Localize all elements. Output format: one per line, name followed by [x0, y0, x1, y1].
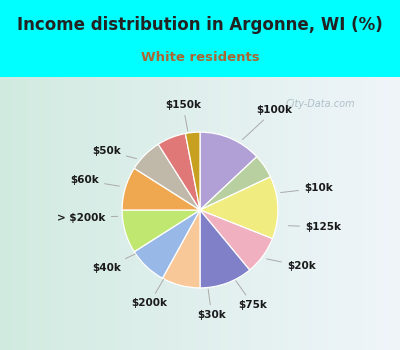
- Text: > $200k: > $200k: [58, 213, 118, 223]
- Text: $200k: $200k: [131, 279, 167, 308]
- Wedge shape: [200, 132, 257, 210]
- Text: $60k: $60k: [70, 175, 119, 186]
- Wedge shape: [162, 210, 200, 288]
- Wedge shape: [158, 133, 200, 210]
- Text: $40k: $40k: [92, 254, 135, 273]
- Wedge shape: [134, 210, 200, 278]
- Text: $10k: $10k: [281, 183, 333, 193]
- Wedge shape: [200, 177, 278, 239]
- Wedge shape: [122, 168, 200, 210]
- Wedge shape: [134, 144, 200, 210]
- Text: $20k: $20k: [266, 259, 316, 271]
- Wedge shape: [186, 132, 200, 210]
- Wedge shape: [200, 157, 270, 210]
- Text: Income distribution in Argonne, WI (%): Income distribution in Argonne, WI (%): [17, 16, 383, 34]
- Wedge shape: [122, 210, 200, 252]
- Wedge shape: [200, 210, 272, 270]
- Wedge shape: [200, 210, 250, 288]
- Text: $75k: $75k: [236, 281, 268, 310]
- Text: $125k: $125k: [288, 222, 341, 232]
- Text: City-Data.com: City-Data.com: [285, 99, 355, 109]
- Text: $50k: $50k: [92, 146, 136, 159]
- Text: White residents: White residents: [141, 51, 259, 64]
- Text: $30k: $30k: [197, 289, 226, 320]
- Text: $100k: $100k: [242, 105, 292, 140]
- Text: $150k: $150k: [165, 100, 201, 131]
